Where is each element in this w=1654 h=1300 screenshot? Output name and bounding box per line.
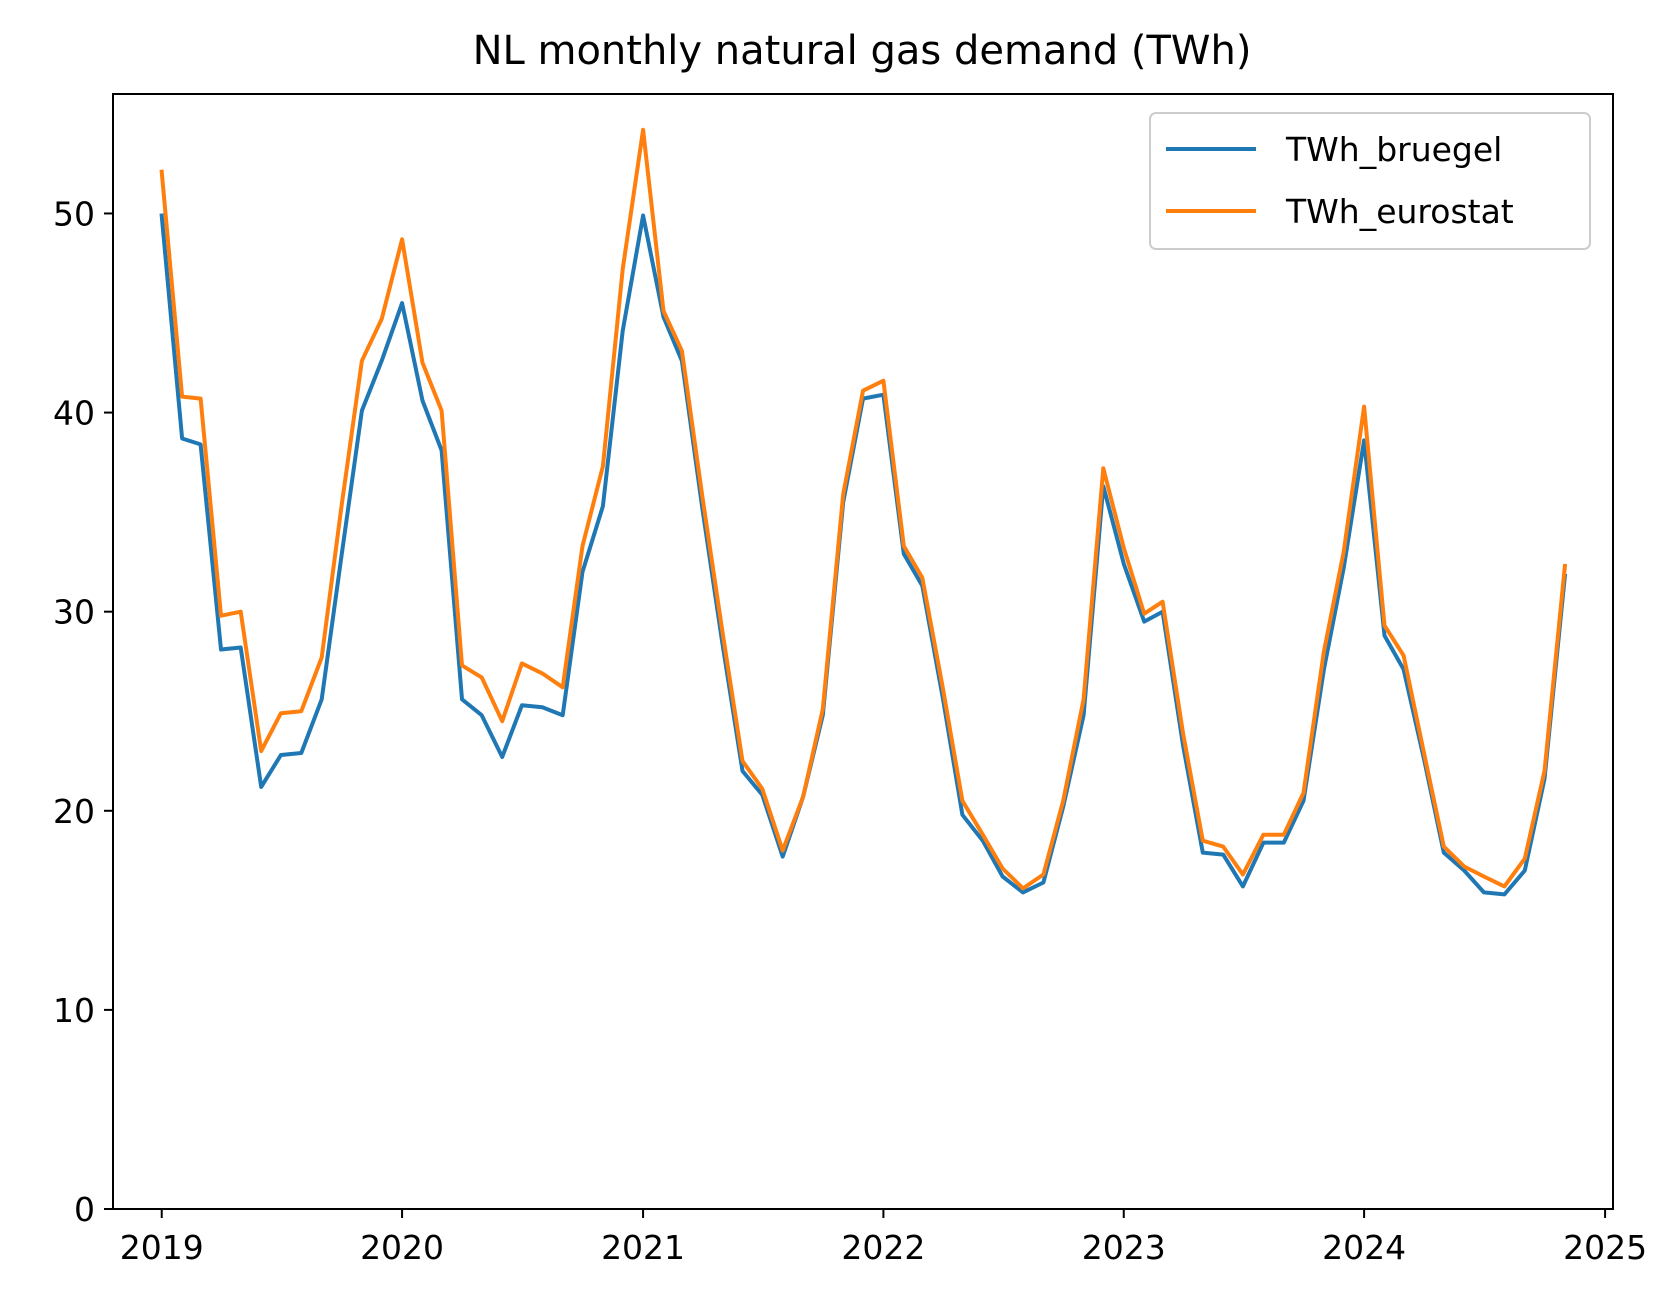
legend-label-bruegel: TWh_bruegel	[1285, 130, 1502, 169]
chart-title: NL monthly natural gas demand (TWh)	[473, 28, 1252, 74]
series-line-TWh_eurostat	[159, 127, 1568, 891]
x-tick-label-2024: 2024	[1322, 1228, 1406, 1267]
y-tick-label-40: 40	[53, 394, 95, 433]
y-tick-label-30: 30	[53, 593, 95, 632]
x-tick-label-2025: 2025	[1563, 1228, 1647, 1267]
x-axis: 2019 2020 2021 2022 2023 2024 2025	[120, 1209, 1647, 1267]
x-tick-label-2022: 2022	[841, 1228, 925, 1267]
y-tick-label-20: 20	[53, 792, 95, 831]
y-tick-label-0: 0	[74, 1190, 95, 1229]
plot-area	[112, 93, 1614, 1210]
series-line-TWh_bruegel	[159, 213, 1568, 897]
x-tick-label-2019: 2019	[120, 1228, 204, 1267]
y-tick-label-10: 10	[53, 991, 95, 1030]
y-tick-label-50: 50	[53, 194, 95, 233]
x-tick-label-2021: 2021	[601, 1228, 685, 1267]
series-layer	[159, 127, 1568, 897]
legend: TWh_bruegel TWh_eurostat	[1149, 112, 1591, 250]
x-tick-label-2023: 2023	[1082, 1228, 1166, 1267]
legend-box	[1149, 112, 1591, 250]
axes-frame	[112, 93, 1614, 1210]
legend-label-eurostat: TWh_eurostat	[1285, 192, 1514, 231]
x-tick-label-2020: 2020	[360, 1228, 444, 1267]
y-axis: 0 10 20 30 40 50	[53, 194, 113, 1229]
